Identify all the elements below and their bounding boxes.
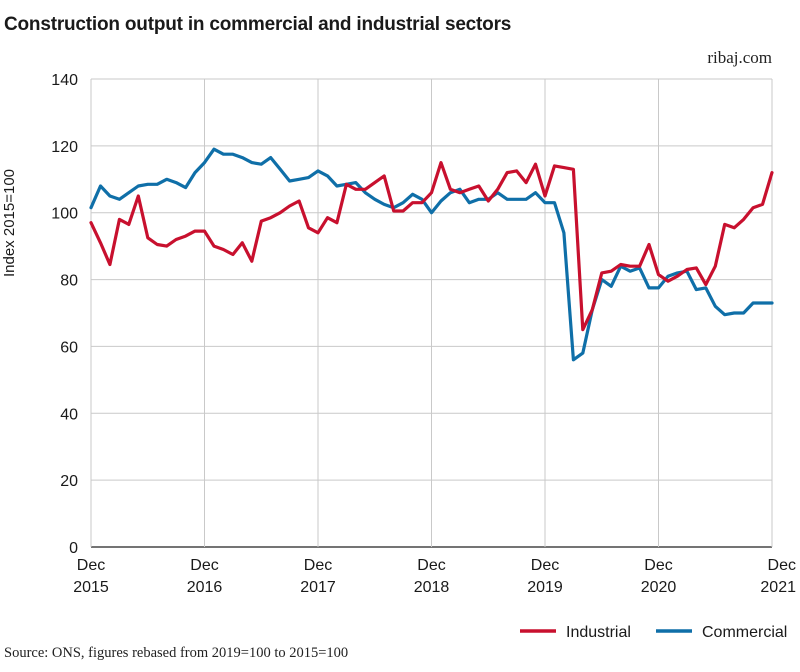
chart-title: Construction output in commercial and in… (4, 14, 512, 35)
x-tick-label: Dec (644, 557, 672, 574)
y-tick-label: 80 (60, 273, 78, 290)
series-lines (89, 147, 774, 362)
y-tick-label: 140 (51, 72, 78, 89)
y-tick-label: 120 (51, 139, 78, 156)
y-axis-label: Index 2015=100 (1, 169, 18, 277)
x-tick-label: Dec (190, 557, 218, 574)
y-tick-label: 60 (60, 339, 78, 356)
x-tick-label: 2021 (760, 579, 796, 596)
x-tick-label: 2015 (73, 579, 109, 596)
x-tick-label: 2016 (187, 579, 223, 596)
y-tick-label: 0 (69, 540, 78, 557)
y-tick-label: 100 (51, 206, 78, 223)
legend-label-industrial: Industrial (566, 624, 631, 641)
x-tick-label: 2017 (300, 579, 336, 596)
legend-label-commercial: Commercial (702, 624, 787, 641)
x-tick-label: 2018 (414, 579, 450, 596)
grid-lines (90, 78, 773, 548)
y-tick-label: 40 (60, 406, 78, 423)
series-line-commercial (89, 147, 774, 362)
axes: 0 20 40 60 80 100 120 140 Dec 2015 Dec 2016 Dec 2017 D… (1, 72, 796, 596)
x-tick-label: Dec (531, 557, 559, 574)
x-tick-label: 2020 (641, 579, 677, 596)
legend: Industrial Commercial (520, 624, 787, 641)
x-tick-label: Dec (768, 557, 796, 574)
x-tick-label: Dec (304, 557, 332, 574)
brand-label: ribaj.com (707, 48, 772, 67)
x-tick-label: Dec (417, 557, 445, 574)
y-tick-label: 20 (60, 473, 78, 490)
source-note: Source: ONS, figures rebased from 2019=1… (4, 645, 349, 661)
series-line-industrial (89, 161, 774, 332)
x-tick-label: Dec (77, 557, 105, 574)
x-tick-label: 2019 (527, 579, 563, 596)
